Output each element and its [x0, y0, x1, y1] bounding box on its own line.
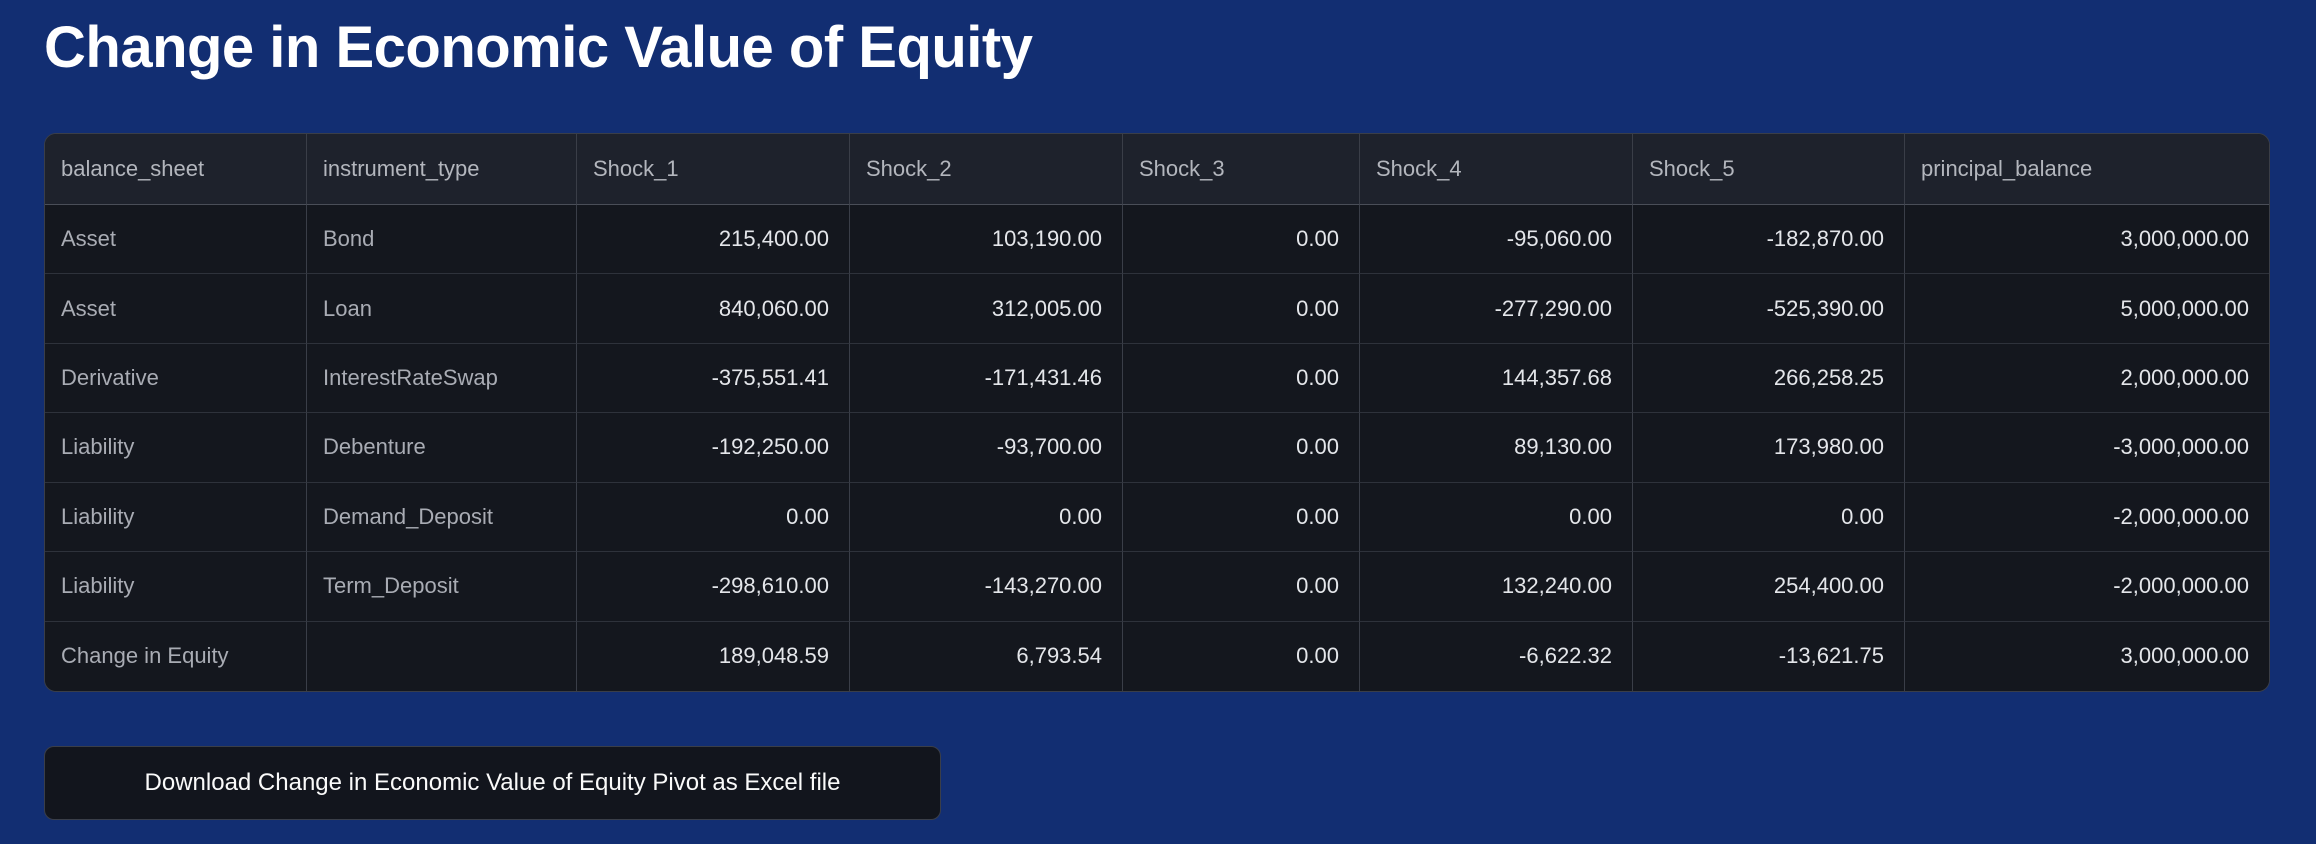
table-cell[interactable]: -182,870.00: [1633, 205, 1905, 275]
table-cell[interactable]: 189,048.59: [577, 621, 850, 691]
table-cell[interactable]: -298,610.00: [577, 552, 850, 622]
table-cell[interactable]: Liability: [45, 552, 307, 622]
table-cell[interactable]: 0.00: [1123, 343, 1360, 414]
table-cell[interactable]: 266,258.25: [1633, 343, 1905, 414]
table-cell[interactable]: 0.00: [850, 482, 1123, 553]
table-cell[interactable]: -2,000,000.00: [1905, 552, 2269, 622]
table-cell[interactable]: Liability: [45, 482, 307, 553]
table-cell[interactable]: 0.00: [1123, 413, 1360, 483]
table-cell[interactable]: 840,060.00: [577, 274, 850, 344]
table-cell[interactable]: 144,357.68: [1360, 343, 1633, 414]
table-cell[interactable]: 2,000,000.00: [1905, 343, 2269, 414]
table-cell[interactable]: 3,000,000.00: [1905, 621, 2269, 691]
table-cell[interactable]: -3,000,000.00: [1905, 413, 2269, 483]
table-cell[interactable]: Loan: [307, 274, 577, 344]
table-cell[interactable]: -525,390.00: [1633, 274, 1905, 344]
table-cell[interactable]: 0.00: [1633, 482, 1905, 553]
table-cell[interactable]: Asset: [45, 205, 307, 275]
table-cell[interactable]: 312,005.00: [850, 274, 1123, 344]
table-cell[interactable]: 0.00: [1123, 274, 1360, 344]
table-cell[interactable]: Debenture: [307, 413, 577, 483]
download-excel-button[interactable]: Download Change in Economic Value of Equ…: [44, 746, 941, 820]
table-cell[interactable]: Change in Equity: [45, 621, 307, 691]
table-cell[interactable]: Term_Deposit: [307, 552, 577, 622]
table-cell[interactable]: 0.00: [1123, 482, 1360, 553]
table-cell[interactable]: -13,621.75: [1633, 621, 1905, 691]
table-cell[interactable]: -192,250.00: [577, 413, 850, 483]
table-cell[interactable]: [307, 621, 577, 691]
table-cell[interactable]: Asset: [45, 274, 307, 344]
column-header-Shock_1[interactable]: Shock_1: [577, 134, 850, 205]
table-cell[interactable]: -93,700.00: [850, 413, 1123, 483]
table-cell[interactable]: Demand_Deposit: [307, 482, 577, 553]
table-cell[interactable]: 215,400.00: [577, 205, 850, 275]
table-cell[interactable]: -6,622.32: [1360, 621, 1633, 691]
table-cell[interactable]: -95,060.00: [1360, 205, 1633, 275]
evoe-pivot-table: balance_sheet instrument_type Shock_1 Shock…: [44, 133, 2270, 692]
table-cell[interactable]: -143,270.00: [850, 552, 1123, 622]
column-header-Shock_3[interactable]: Shock_3: [1123, 134, 1360, 205]
pivot-table-grid: balance_sheet instrument_type Shock_1 Shock…: [45, 134, 2269, 691]
table-cell[interactable]: 0.00: [1123, 205, 1360, 275]
table-cell[interactable]: 0.00: [577, 482, 850, 553]
column-header-balance_sheet[interactable]: balance_sheet: [45, 134, 307, 205]
table-cell[interactable]: InterestRateSwap: [307, 343, 577, 414]
table-cell[interactable]: 3,000,000.00: [1905, 205, 2269, 275]
table-cell[interactable]: 254,400.00: [1633, 552, 1905, 622]
table-cell[interactable]: 0.00: [1360, 482, 1633, 553]
column-header-Shock_5[interactable]: Shock_5: [1633, 134, 1905, 205]
table-cell[interactable]: -375,551.41: [577, 343, 850, 414]
table-cell[interactable]: 5,000,000.00: [1905, 274, 2269, 344]
table-cell[interactable]: 173,980.00: [1633, 413, 1905, 483]
column-header-Shock_4[interactable]: Shock_4: [1360, 134, 1633, 205]
table-cell[interactable]: Derivative: [45, 343, 307, 414]
table-cell[interactable]: -171,431.46: [850, 343, 1123, 414]
table-cell[interactable]: 6,793.54: [850, 621, 1123, 691]
table-cell[interactable]: -277,290.00: [1360, 274, 1633, 344]
table-cell[interactable]: 132,240.00: [1360, 552, 1633, 622]
column-header-instrument_type[interactable]: instrument_type: [307, 134, 577, 205]
column-header-Shock_2[interactable]: Shock_2: [850, 134, 1123, 205]
table-cell[interactable]: 103,190.00: [850, 205, 1123, 275]
column-header-principal_balance[interactable]: principal_balance: [1905, 134, 2269, 205]
table-cell[interactable]: -2,000,000.00: [1905, 482, 2269, 553]
page-title: Change in Economic Value of Equity: [44, 15, 1033, 80]
table-cell[interactable]: 89,130.00: [1360, 413, 1633, 483]
table-cell[interactable]: Liability: [45, 413, 307, 483]
table-cell[interactable]: Bond: [307, 205, 577, 275]
table-cell[interactable]: 0.00: [1123, 552, 1360, 622]
table-cell[interactable]: 0.00: [1123, 621, 1360, 691]
